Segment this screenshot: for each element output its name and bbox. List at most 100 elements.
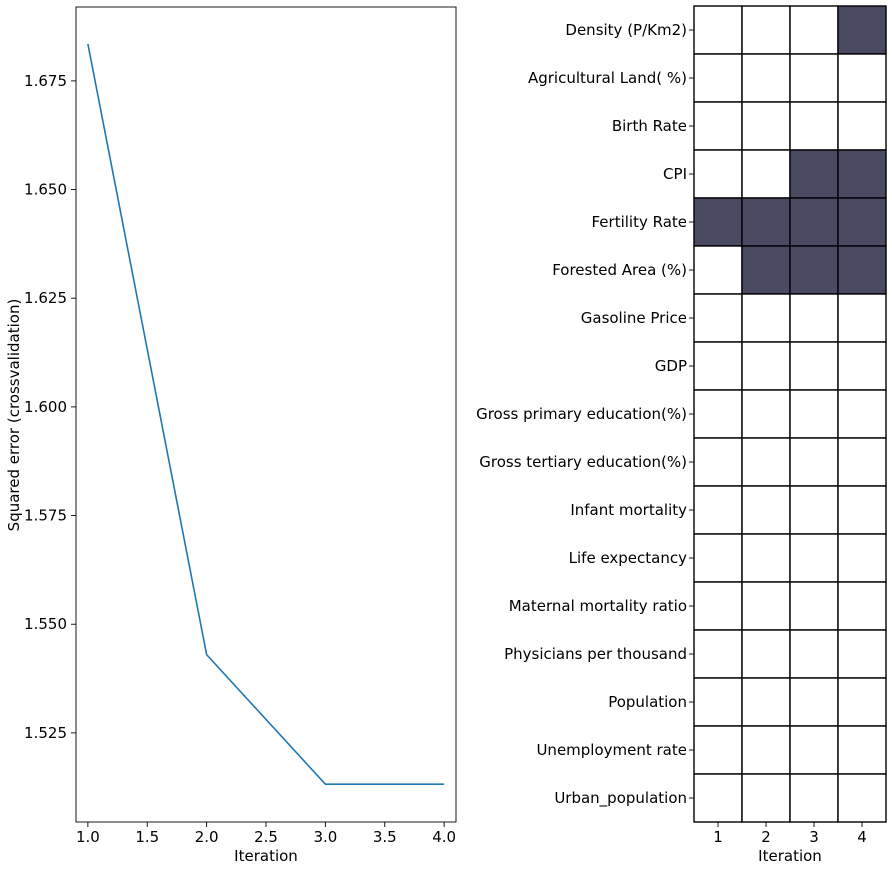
heatmap-cell	[837, 725, 887, 775]
heatmap-cell	[837, 5, 887, 55]
heatmap-cell	[741, 149, 791, 199]
heatmap-row-label: Maternal mortality ratio	[509, 597, 687, 615]
line-plot-frame	[75, 6, 457, 823]
y-tick-label: 1.550	[24, 615, 67, 633]
heatmap-row-label: Infant mortality	[570, 501, 687, 519]
heatmap-cell	[789, 197, 839, 247]
heatmap-column-label: 1	[713, 828, 723, 846]
heatmap-row-label: Gasoline Price	[581, 309, 687, 327]
line-x-ticks: 1.0 1.5 2.0 2.5 3.0 3.5 4.0	[76, 822, 456, 846]
heatmap-column-label: 3	[809, 828, 819, 846]
heatmap-cell	[741, 293, 791, 343]
line-chart-panel: 1.0 1.5 2.0 2.5 3.0 3.5 4.0 1.525 1.550 1.575 1.6…	[5, 6, 457, 865]
heatmap-cell	[789, 437, 839, 487]
y-tick-label: 1.650	[24, 181, 67, 199]
heatmap-cell	[741, 437, 791, 487]
series-line	[87, 43, 445, 785]
heatmap-cell	[837, 389, 887, 439]
heatmap-row-label: GDP	[655, 357, 687, 375]
y-tick-label: 1.625	[24, 289, 67, 307]
heatmap-cell	[693, 533, 743, 583]
heatmap-cell	[693, 341, 743, 391]
heatmap-cell	[837, 149, 887, 199]
heatmap-cell	[741, 389, 791, 439]
heatmap-cell	[789, 389, 839, 439]
heatmap-cell	[789, 245, 839, 295]
heatmap-cell	[789, 533, 839, 583]
heatmap-cell	[789, 341, 839, 391]
heatmap-cell	[789, 677, 839, 727]
heatmap-cell	[693, 437, 743, 487]
heatmap-cells	[693, 5, 887, 823]
heatmap-x-ticks: 1 2 3 4	[713, 822, 867, 846]
heatmap-cell	[837, 437, 887, 487]
heatmap-cell	[693, 581, 743, 631]
heatmap-cell	[741, 581, 791, 631]
x-tick-label: 4.0	[432, 828, 456, 846]
heatmap-row-label: Physicians per thousand	[504, 645, 687, 663]
heatmap-cell	[693, 245, 743, 295]
heatmap-cell	[789, 53, 839, 103]
x-tick-label: 3.5	[373, 828, 397, 846]
heatmap-cell	[789, 149, 839, 199]
heatmap-cell	[837, 581, 887, 631]
y-tick-label: 1.575	[24, 507, 67, 525]
x-tick-label: 2.0	[195, 828, 219, 846]
heatmap-y-ticks: Density (P/Km2) Agricultural Land( %) Birt…	[476, 21, 694, 808]
y-tick-label: 1.525	[24, 724, 67, 742]
y-tick-label: 1.600	[24, 398, 67, 416]
heatmap-row-label: Urban_population	[554, 789, 687, 808]
heatmap-column-label: 2	[761, 828, 771, 846]
heatmap-cell	[693, 773, 743, 823]
heatmap-cell	[837, 629, 887, 679]
line-x-axis-label: Iteration	[234, 847, 298, 865]
heatmap-x-axis-label: Iteration	[758, 847, 822, 865]
heatmap-row-label: Forested Area (%)	[552, 261, 687, 279]
heatmap-cell	[741, 485, 791, 535]
heatmap-cell	[789, 725, 839, 775]
heatmap-cell	[693, 53, 743, 103]
heatmap-cell	[789, 629, 839, 679]
heatmap-cell	[837, 293, 887, 343]
heatmap-cell	[837, 197, 887, 247]
heatmap-panel: Density (P/Km2) Agricultural Land( %) Birt…	[476, 5, 887, 865]
heatmap-cell	[789, 5, 839, 55]
heatmap-cell	[741, 677, 791, 727]
heatmap-row-label: CPI	[663, 165, 687, 183]
heatmap-cell	[741, 245, 791, 295]
heatmap-cell	[741, 773, 791, 823]
y-tick-label: 1.675	[24, 72, 67, 90]
heatmap-cell	[693, 725, 743, 775]
x-tick-label: 1.0	[76, 828, 100, 846]
line-plot-area	[76, 7, 456, 822]
heatmap-cell	[693, 101, 743, 151]
heatmap-cell	[741, 629, 791, 679]
heatmap-cell	[789, 773, 839, 823]
heatmap-cell	[741, 5, 791, 55]
heatmap-column-label: 4	[857, 828, 867, 846]
heatmap-cell	[837, 677, 887, 727]
heatmap-row-label: Gross primary education(%)	[476, 405, 687, 423]
heatmap-row-label: Life expectancy	[569, 549, 687, 567]
heatmap-cell	[837, 341, 887, 391]
heatmap-cell	[693, 677, 743, 727]
line-y-ticks: 1.525 1.550 1.575 1.600 1.625 1.650 1.675	[24, 72, 76, 742]
heatmap-row-label: Fertility Rate	[591, 213, 687, 231]
heatmap-cell	[741, 341, 791, 391]
x-tick-label: 3.0	[313, 828, 337, 846]
heatmap-row-label: Unemployment rate	[536, 741, 687, 759]
heatmap-cell	[741, 197, 791, 247]
heatmap-cell	[693, 5, 743, 55]
heatmap-frame	[693, 5, 887, 823]
heatmap-cell	[837, 101, 887, 151]
heatmap-cell	[789, 581, 839, 631]
heatmap-row-label: Agricultural Land( %)	[528, 69, 687, 87]
heatmap-cell	[693, 485, 743, 535]
heatmap-cell	[789, 485, 839, 535]
heatmap-cell	[741, 101, 791, 151]
heatmap-cell	[693, 389, 743, 439]
heatmap-cell	[837, 485, 887, 535]
x-tick-label: 1.5	[135, 828, 159, 846]
heatmap-cell	[741, 725, 791, 775]
heatmap-row-label: Birth Rate	[612, 117, 687, 135]
